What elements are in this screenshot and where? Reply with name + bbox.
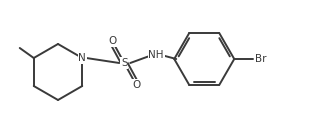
Text: NH: NH xyxy=(148,50,164,60)
Text: S: S xyxy=(121,58,128,68)
Text: O: O xyxy=(108,36,116,46)
Text: N: N xyxy=(78,53,86,63)
Text: Br: Br xyxy=(255,54,267,64)
Text: O: O xyxy=(132,80,140,90)
